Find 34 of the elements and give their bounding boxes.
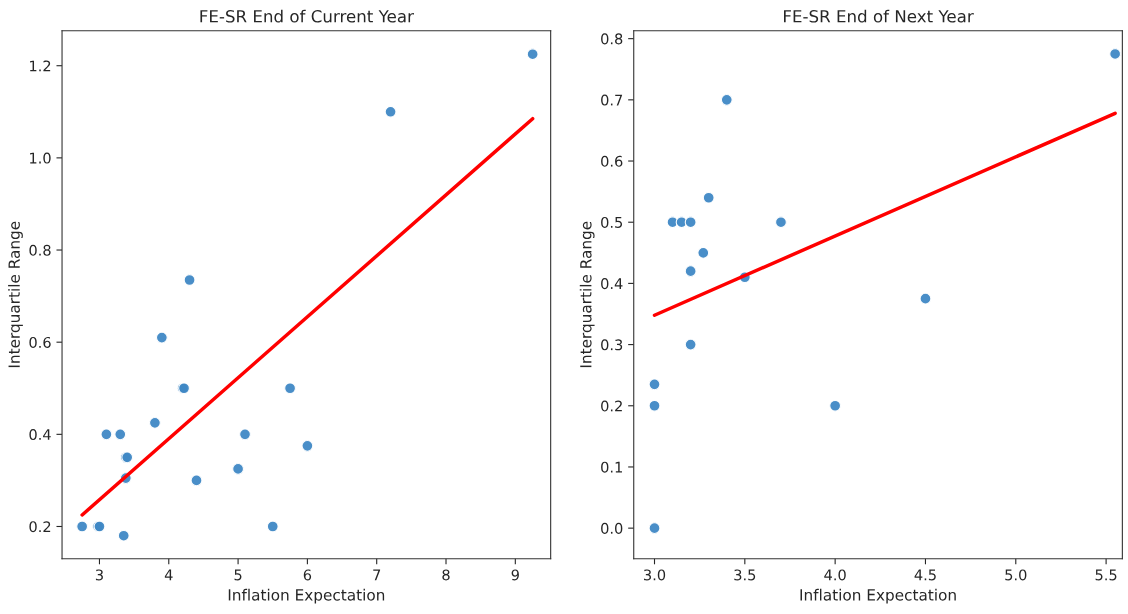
x-tick-label: 6	[303, 569, 312, 581]
x-tick-label: 5.0	[1005, 569, 1027, 581]
chart-title: FE-SR End of Current Year	[200, 9, 414, 23]
y-tick-label: 0.8	[601, 33, 623, 45]
x-tick-label: 3.5	[734, 569, 756, 581]
y-tick-label: 1.2	[30, 60, 51, 72]
y-tick-label: 0.3	[601, 339, 623, 351]
y-tick-label: 0.1	[601, 461, 622, 473]
y-tick-label: 0.8	[29, 244, 51, 256]
y-tick-label: 0.4	[601, 278, 623, 290]
x-tick-label: 3	[95, 569, 103, 581]
x-tick-label: 5	[234, 569, 242, 581]
x-tick-label: 8	[442, 569, 450, 581]
y-axis-title: Interquartile Range	[8, 221, 23, 368]
y-tick-label: 0.6	[29, 336, 51, 348]
y-tick-label: 0.2	[29, 521, 51, 533]
y-axis-title: Interquartile Range	[579, 221, 595, 368]
x-tick-label: 4.0	[824, 569, 846, 581]
x-tick-label: 4	[164, 569, 173, 581]
x-tick-label: 5.5	[1095, 569, 1117, 581]
y-tick-label: 0.2	[601, 400, 622, 412]
x-tick-label: 9	[511, 569, 519, 581]
x-tick-label: 3.0	[644, 569, 666, 581]
x-axis-title: Inflation Expectation	[228, 588, 385, 604]
chart-title: FE-SR End of Next Year	[784, 9, 974, 23]
y-tick-label: 0.6	[601, 155, 623, 167]
x-tick-label: 7	[373, 569, 381, 581]
y-tick-label: 0.5	[601, 216, 623, 228]
y-tick-label: 0.7	[601, 94, 623, 106]
x-axis-title: Inflation Expectation	[800, 588, 956, 604]
x-tick-label: 4.5	[914, 569, 936, 581]
y-tick-label: 0.0	[601, 522, 623, 534]
y-tick-label: 0.4	[29, 429, 51, 441]
y-tick-label: 1.0	[30, 152, 51, 164]
